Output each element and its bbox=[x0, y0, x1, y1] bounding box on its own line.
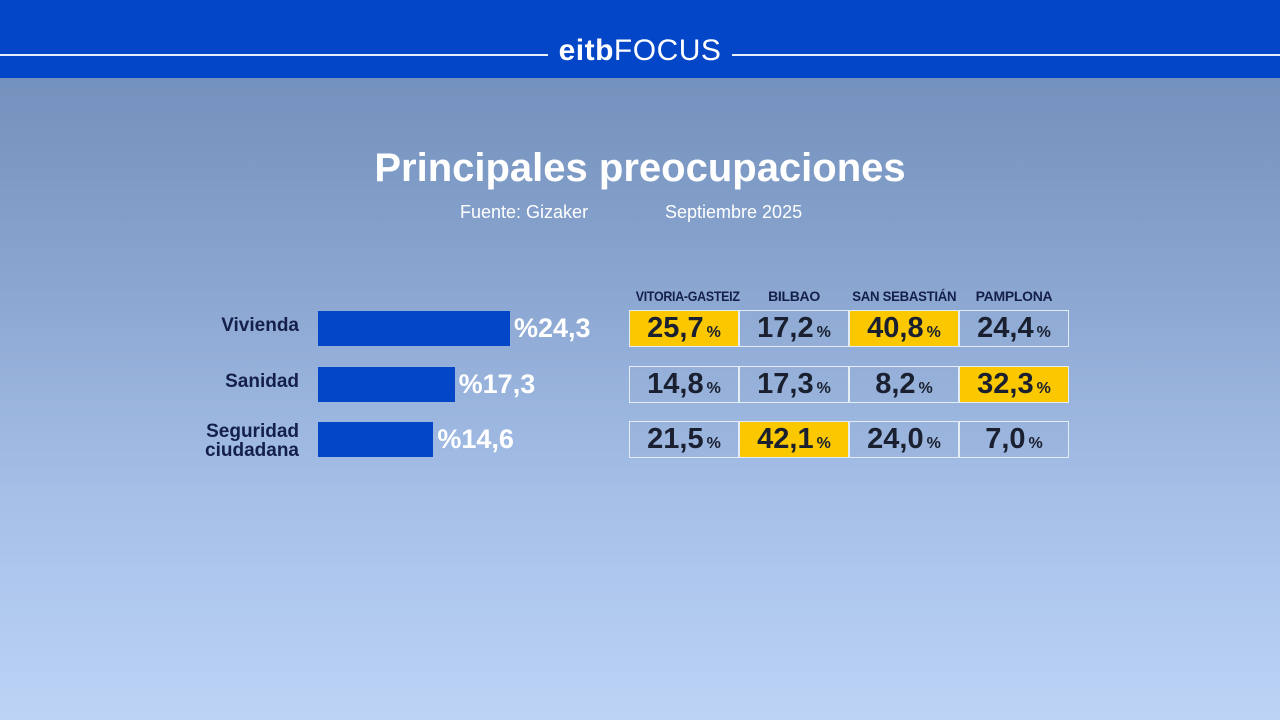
table-cell: 17,3% bbox=[739, 366, 849, 403]
cell-value: 24,0 bbox=[867, 423, 924, 455]
column-header: VITORIA-GASTEIZ bbox=[629, 288, 740, 306]
cell-value: 17,2 bbox=[757, 312, 814, 344]
column-header: PAMPLONA bbox=[959, 288, 1069, 306]
cell-unit: % bbox=[1028, 435, 1043, 452]
cell-unit: % bbox=[816, 380, 831, 397]
column-header-label: VITORIA-GASTEIZ bbox=[635, 288, 740, 304]
column-header-label: PAMPLONA bbox=[975, 288, 1053, 304]
header-bar bbox=[0, 0, 1280, 78]
table-cell: 32,3% bbox=[959, 366, 1069, 403]
table-cell: 25,7% bbox=[629, 310, 739, 347]
bar bbox=[318, 367, 455, 402]
cell-unit: % bbox=[926, 324, 941, 341]
category-label: Seguridad ciudadana bbox=[205, 421, 299, 461]
cell-value: 8,2 bbox=[875, 368, 916, 400]
category-label: Vivienda bbox=[221, 315, 299, 336]
table-cell: 8,2% bbox=[849, 366, 959, 403]
bar-value-label: %17,3 bbox=[458, 369, 536, 399]
cell-value: 24,4 bbox=[977, 312, 1034, 344]
column-header-label: BILBAO bbox=[768, 288, 820, 304]
table-cell: 42,1% bbox=[739, 421, 849, 458]
chart-title: Principales preocupaciones bbox=[374, 146, 906, 190]
table-cell: 7,0% bbox=[959, 421, 1069, 458]
source-label: Fuente: Gizaker bbox=[460, 202, 589, 222]
cell-value: 32,3 bbox=[977, 368, 1034, 400]
cell-value: 42,1 bbox=[757, 423, 814, 455]
bar bbox=[318, 311, 510, 346]
table-cell: 24,0% bbox=[849, 421, 959, 458]
table-cell: 17,2% bbox=[739, 310, 849, 347]
cell-unit: % bbox=[1036, 380, 1051, 397]
category-label: Sanidad bbox=[225, 371, 299, 392]
cell-value: 40,8 bbox=[867, 312, 924, 344]
bar-value-label: %24,3 bbox=[513, 313, 591, 343]
table-cell: 14,8% bbox=[629, 366, 739, 403]
cell-unit: % bbox=[1036, 324, 1051, 341]
cell-unit: % bbox=[706, 435, 721, 452]
table-cell: 40,8% bbox=[849, 310, 959, 347]
column-header-label: SAN SEBASTIÁN bbox=[852, 288, 957, 304]
bar bbox=[318, 422, 434, 457]
bar-value-label: %14,6 bbox=[437, 424, 514, 454]
cell-value: 7,0 bbox=[985, 423, 1026, 455]
table-cell: 21,5% bbox=[629, 421, 739, 458]
cell-value: 17,3 bbox=[757, 368, 814, 400]
header-divider-left bbox=[0, 54, 548, 56]
cell-value: 14,8 bbox=[647, 368, 704, 400]
cell-value: 25,7 bbox=[647, 312, 704, 344]
cell-unit: % bbox=[706, 324, 721, 341]
cell-unit: % bbox=[926, 435, 941, 452]
cell-unit: % bbox=[816, 324, 831, 341]
cell-unit: % bbox=[706, 380, 721, 397]
column-header: BILBAO bbox=[739, 288, 849, 306]
column-header: SAN SEBASTIÁN bbox=[849, 288, 959, 306]
cell-unit: % bbox=[918, 380, 933, 397]
table-cell: 24,4% bbox=[959, 310, 1069, 347]
header-divider-right bbox=[732, 54, 1280, 56]
eitb-focus-logo: eitbFOCUS bbox=[558, 34, 722, 67]
cell-unit: % bbox=[816, 435, 831, 452]
cell-value: 21,5 bbox=[647, 423, 704, 455]
date-label: Septiembre 2025 bbox=[665, 202, 803, 222]
